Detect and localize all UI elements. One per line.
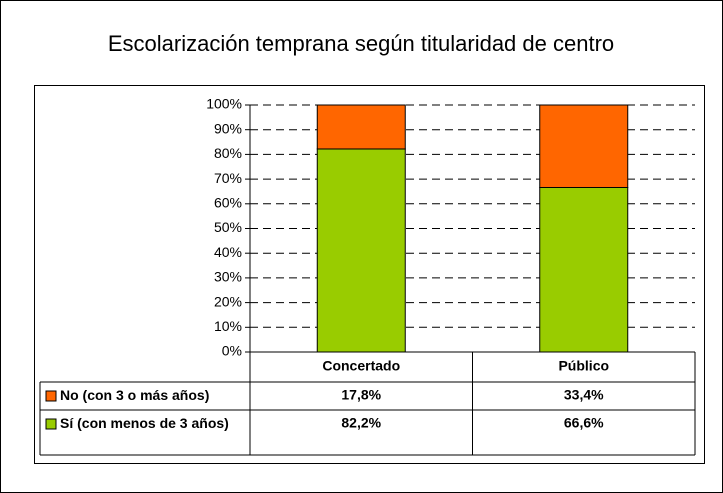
y-tick-label: 40% [214,244,242,260]
y-tick-label: 0% [222,343,242,359]
x-tick-label: Público [558,358,609,374]
legend-label-box: No (con 3 o más años) [60,387,210,403]
y-tick-label: 100% [206,96,242,112]
table-value: 17,8% [341,387,381,403]
x-tick-label: Concertado [322,358,400,374]
table-value: 33,4% [564,387,604,403]
bar-segment [539,104,629,188]
bar-segment [316,148,406,353]
legend-swatch [45,390,57,402]
legend-label: No (con 3 o más años) [60,387,210,403]
y-tick-label: 80% [214,145,242,161]
y-tick-label: 90% [214,120,242,136]
legend-label-box: Sí (con menos de 3 años) [60,415,229,431]
y-tick-label: 50% [214,219,242,235]
bar-segment [316,104,406,150]
table-value: 82,2% [341,415,381,431]
y-tick-label: 30% [214,269,242,285]
bar-segment [539,186,629,353]
y-tick-label: 60% [214,195,242,211]
chart-title: Escolarización temprana según titularida… [108,31,614,56]
legend-label: Sí (con menos de 3 años) [60,415,229,431]
y-tick-label: 70% [214,170,242,186]
y-tick-label: 10% [214,318,242,334]
table-value: 66,6% [564,415,604,431]
y-tick-label: 20% [214,293,242,309]
legend-swatch [45,418,57,430]
